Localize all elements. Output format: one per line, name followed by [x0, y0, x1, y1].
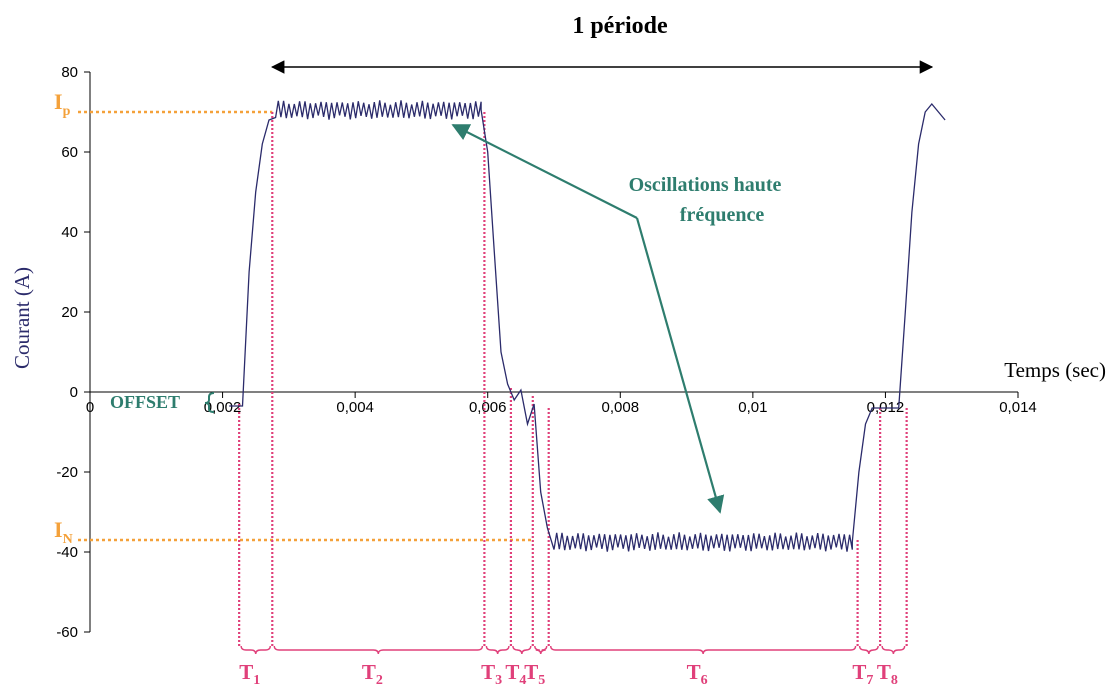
- y-tick-label: -60: [56, 624, 78, 641]
- oscillations-label-line2: fréquence: [680, 204, 765, 226]
- x-axis-label: Temps (sec): [1004, 358, 1106, 382]
- x-tick-label: 0,01: [738, 399, 767, 416]
- level-markers: Ip IN: [54, 89, 533, 547]
- y-tick-label: 20: [61, 304, 78, 321]
- annotations: [204, 60, 934, 514]
- x-tick-label: 0,014: [999, 399, 1037, 416]
- offset-label: OFFSET: [110, 392, 180, 412]
- y-tick-label: 80: [61, 64, 78, 81]
- interval-label-7: T7: [852, 660, 873, 688]
- interval-label-6: T6: [687, 660, 708, 688]
- oscillation-arrow-top: [451, 124, 638, 219]
- oscillation-arrow-bottom: [635, 217, 725, 514]
- y-axis-label: Courant (A): [10, 267, 34, 369]
- interval-brace-8: [881, 645, 906, 655]
- interval-label-5: T5: [524, 660, 545, 688]
- interval-label-3: T3: [481, 660, 502, 688]
- x-tick-label: 0,006: [469, 399, 507, 416]
- level-label-N: IN: [54, 517, 73, 547]
- interval-brace-5: [534, 645, 548, 655]
- interval-label-1: T1: [239, 660, 260, 688]
- interval-label-8: T8: [877, 660, 898, 688]
- y-tick-label: -40: [56, 544, 78, 561]
- interval-brace-4: [512, 645, 532, 655]
- y-tick-label: -20: [56, 464, 78, 481]
- interval-brace-2: [273, 645, 484, 655]
- level-label-p: Ip: [54, 89, 71, 119]
- current-series-line: [229, 100, 946, 552]
- y-tick-label: 40: [61, 224, 78, 241]
- interval-brace-3: [485, 645, 510, 655]
- oscillations-label-line1: Oscillations haute: [629, 174, 782, 196]
- interval-label-4: T4: [505, 660, 526, 688]
- interval-brace-6: [549, 645, 857, 655]
- chart-title: 1 période: [572, 13, 668, 39]
- x-tick-label: 0,004: [336, 399, 374, 416]
- interval-brace-1: [240, 645, 271, 655]
- axes: [84, 71, 1019, 633]
- interval-label-2: T2: [362, 660, 383, 688]
- y-tick-label: 60: [61, 144, 78, 161]
- interval-brace-7: [858, 645, 879, 655]
- offset-brace: [204, 392, 215, 413]
- series-group: [229, 100, 946, 552]
- y-tick-label: 0: [70, 384, 78, 401]
- x-tick-label: 0,008: [602, 399, 640, 416]
